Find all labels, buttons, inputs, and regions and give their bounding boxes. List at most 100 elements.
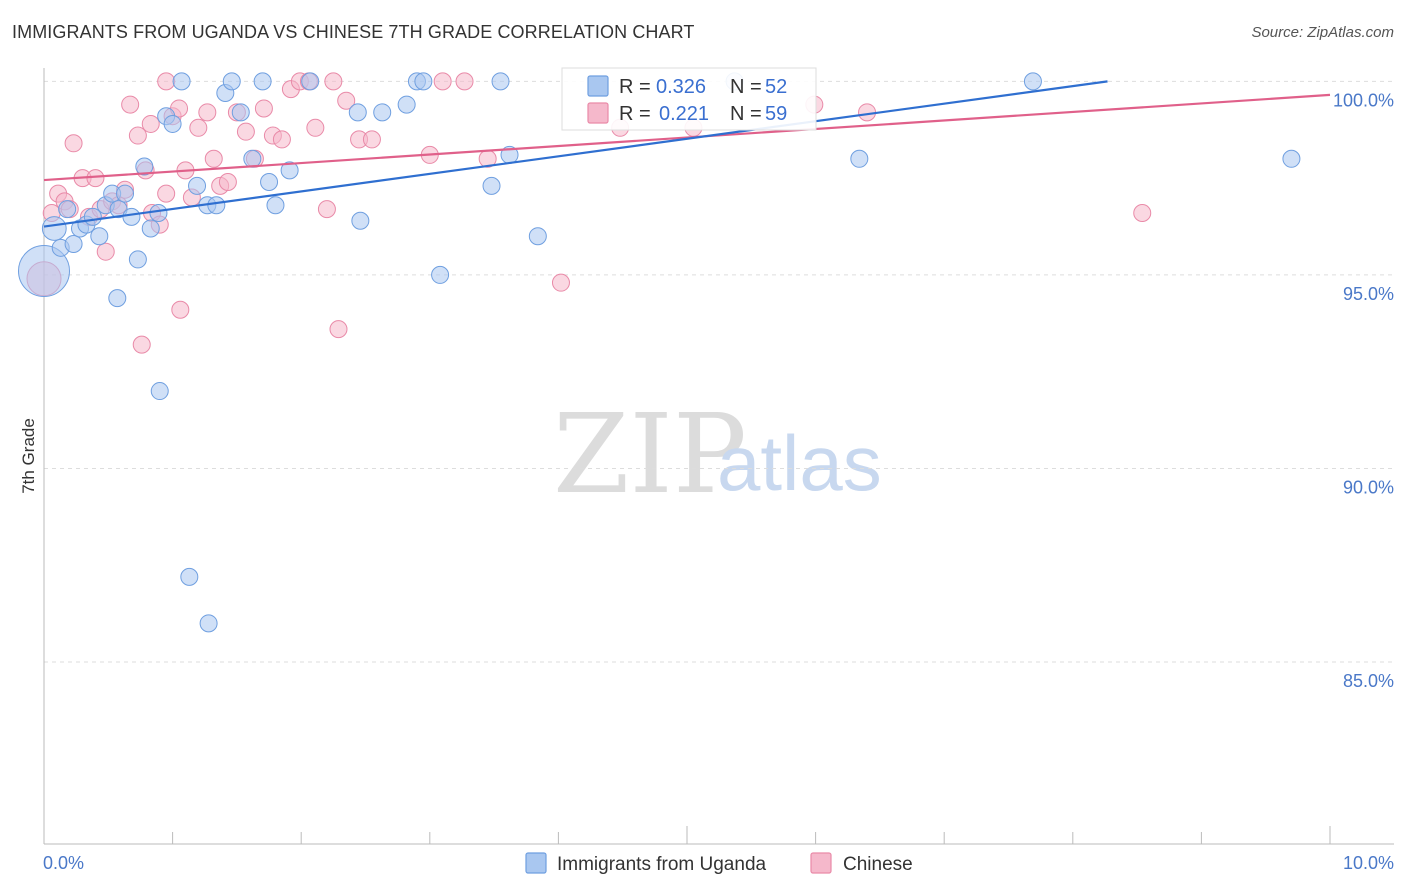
uganda-point xyxy=(1282,149,1301,168)
legend-r-label-chinese: R = xyxy=(619,103,651,125)
chinese-point xyxy=(141,114,160,133)
chinese-trend-line xyxy=(43,93,1331,182)
uganda-point xyxy=(491,72,510,91)
bottom-legend-swatch-chinese[interactable] xyxy=(810,852,832,874)
uganda-trend-line xyxy=(43,80,1108,228)
uganda-point xyxy=(141,219,160,238)
uganda-point xyxy=(850,149,869,168)
chinese-point xyxy=(272,130,291,149)
legend-r-value-chinese: 0.221 xyxy=(659,103,709,125)
watermark: ZIP atlas xyxy=(553,390,882,518)
uganda-point xyxy=(431,265,450,284)
chart-title: IMMIGRANTS FROM UGANDA VS CHINESE 7TH GR… xyxy=(12,22,695,42)
legend-r-value-uganda: 0.326 xyxy=(656,76,706,98)
trend-lines xyxy=(43,80,1331,228)
uganda-point xyxy=(260,173,279,192)
chinese-point xyxy=(132,335,151,354)
uganda-point xyxy=(199,614,218,633)
uganda-point xyxy=(64,234,83,253)
x-tick-label-min: 0.0% xyxy=(43,853,84,873)
uganda-point xyxy=(397,95,416,114)
uganda-point xyxy=(482,176,501,195)
uganda-point xyxy=(90,227,109,246)
chinese-point xyxy=(128,126,147,145)
uganda-points xyxy=(18,72,1301,633)
y-axis-label: 7th Grade xyxy=(19,418,38,494)
chinese-point xyxy=(337,91,356,110)
axes xyxy=(43,68,1394,845)
legend-n-label-uganda: N = xyxy=(730,76,762,98)
chinese-point xyxy=(433,72,452,91)
y-tick-label: 85.0% xyxy=(1343,671,1394,691)
uganda-point xyxy=(116,184,135,203)
bottom-legend-label-uganda[interactable]: Immigrants from Uganda xyxy=(557,854,767,875)
uganda-point xyxy=(222,72,241,91)
uganda-point xyxy=(1023,72,1042,91)
uganda-point xyxy=(231,103,250,122)
chinese-point xyxy=(204,149,223,168)
chinese-point xyxy=(198,103,217,122)
uganda-point xyxy=(188,176,207,195)
uganda-point xyxy=(150,382,169,401)
uganda-point xyxy=(18,245,70,298)
chinese-point xyxy=(324,72,343,91)
uganda-point xyxy=(128,250,147,269)
uganda-point xyxy=(135,157,154,176)
uganda-point xyxy=(348,103,367,122)
uganda-point xyxy=(351,211,370,230)
legend-n-label-chinese: N = xyxy=(730,103,762,125)
chinese-point xyxy=(329,320,348,339)
legend-box: R = 0.326 N = 52 R = 0.221 N = 59 xyxy=(561,67,817,131)
uganda-point xyxy=(163,114,182,133)
uganda-point xyxy=(122,207,141,226)
y-tick-label: 95.0% xyxy=(1343,284,1394,304)
bottom-legend-swatch-uganda[interactable] xyxy=(525,852,547,874)
legend-r-label-uganda: R = xyxy=(619,76,651,98)
bottom-legend-label-chinese[interactable]: Chinese xyxy=(843,854,913,875)
y-tick-label: 90.0% xyxy=(1343,477,1394,497)
chinese-point xyxy=(157,184,176,203)
chinese-point xyxy=(189,118,208,137)
y-tick-label: 100.0% xyxy=(1333,90,1394,110)
uganda-point xyxy=(266,196,285,215)
legend-swatch-chinese xyxy=(587,102,609,124)
chinese-point xyxy=(96,242,115,261)
uganda-point xyxy=(207,196,226,215)
gridlines xyxy=(44,80,1394,663)
chinese-point xyxy=(1133,203,1152,222)
uganda-point xyxy=(414,72,433,91)
y-tick-labels: 85.0% 90.0% 95.0% 100.0% xyxy=(1333,90,1394,691)
chinese-point xyxy=(254,99,273,118)
uganda-point xyxy=(58,200,77,219)
chinese-point xyxy=(317,200,336,219)
source-attribution: Source: ZipAtlas.com xyxy=(1251,24,1394,41)
uganda-point xyxy=(253,72,272,91)
uganda-point xyxy=(528,227,547,246)
uganda-point xyxy=(280,161,299,180)
uganda-point xyxy=(172,72,191,91)
chinese-point xyxy=(121,95,140,114)
x-tick-label-max: 10.0% xyxy=(1343,853,1394,873)
legend-swatch-uganda xyxy=(587,75,609,97)
chinese-point xyxy=(236,122,255,141)
watermark-atlas: atlas xyxy=(717,419,882,507)
uganda-point xyxy=(108,289,127,308)
uganda-point xyxy=(301,72,320,91)
uganda-point xyxy=(180,567,199,586)
chinese-point xyxy=(218,173,237,192)
uganda-point xyxy=(41,216,67,241)
bottom-legend[interactable]: Immigrants from Uganda Chinese xyxy=(525,852,913,875)
chinese-point xyxy=(171,300,190,319)
chinese-point xyxy=(551,273,570,292)
uganda-point xyxy=(373,103,392,122)
chinese-point xyxy=(64,134,83,153)
chinese-point xyxy=(306,118,325,137)
legend-n-value-chinese: 59 xyxy=(765,103,787,125)
watermark-zip: ZIP xyxy=(553,390,747,518)
uganda-point xyxy=(149,203,168,222)
chinese-point xyxy=(362,130,381,149)
chinese-point xyxy=(455,72,474,91)
uganda-point xyxy=(243,149,262,168)
legend-n-value-uganda: 52 xyxy=(765,76,787,98)
